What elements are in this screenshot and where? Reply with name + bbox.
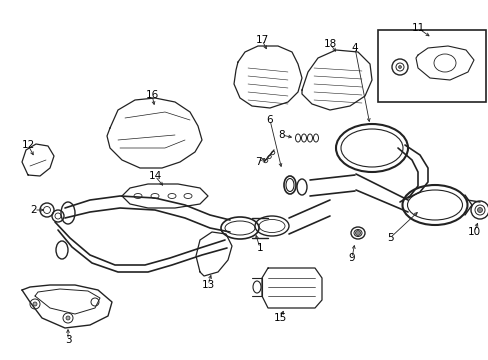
Circle shape xyxy=(355,230,360,235)
Text: 12: 12 xyxy=(21,140,35,150)
Text: 8: 8 xyxy=(278,130,285,140)
Text: 10: 10 xyxy=(467,227,480,237)
Text: 18: 18 xyxy=(323,39,336,49)
Circle shape xyxy=(398,66,401,68)
Text: 6: 6 xyxy=(266,115,273,125)
Text: 1: 1 xyxy=(256,243,263,253)
Text: 3: 3 xyxy=(64,335,71,345)
Text: 14: 14 xyxy=(148,171,162,181)
Circle shape xyxy=(476,207,482,212)
Text: 15: 15 xyxy=(273,313,286,323)
Text: 16: 16 xyxy=(145,90,158,100)
Text: 11: 11 xyxy=(410,23,424,33)
Text: 7: 7 xyxy=(254,157,261,167)
Text: 17: 17 xyxy=(255,35,268,45)
Text: 9: 9 xyxy=(348,253,355,263)
Bar xyxy=(377,30,485,102)
Text: 4: 4 xyxy=(351,43,358,53)
Circle shape xyxy=(33,302,37,306)
Text: 5: 5 xyxy=(386,233,392,243)
Text: 2: 2 xyxy=(31,205,37,215)
Text: 13: 13 xyxy=(201,280,214,290)
Circle shape xyxy=(66,316,70,320)
